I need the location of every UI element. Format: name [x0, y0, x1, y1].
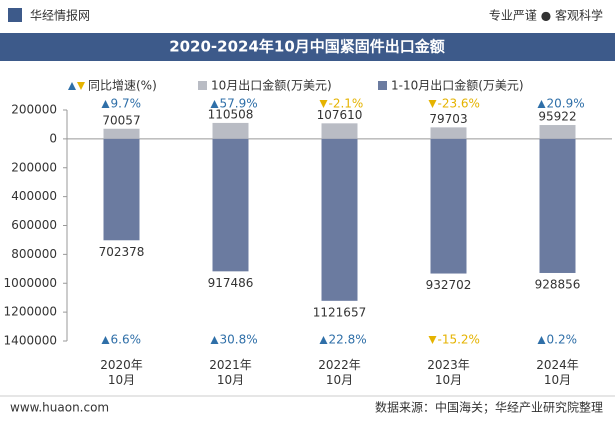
y-tick-label: 200000 — [11, 160, 57, 174]
value-label: 107610 — [317, 108, 363, 122]
y-tick-label: 1000000 — [4, 276, 57, 290]
value-label: 70057 — [102, 113, 140, 127]
growth-label: -15.2% — [438, 333, 480, 347]
bar — [212, 138, 249, 272]
website: www.huaon.com — [10, 401, 109, 415]
legend-down — [77, 82, 85, 90]
value-label: 79703 — [429, 112, 467, 126]
brand: 华经情报网 — [30, 8, 90, 23]
legend-up — [68, 82, 76, 90]
growth-arrow — [210, 336, 219, 344]
growth-arrow — [319, 100, 328, 108]
growth-label: 20.9% — [547, 97, 585, 111]
value-label: 702378 — [99, 245, 145, 259]
growth-label: 30.8% — [220, 333, 258, 347]
growth-label: -23.6% — [438, 97, 480, 111]
value-label: 95922 — [538, 110, 576, 124]
y-tick-label: 600000 — [11, 218, 57, 232]
bar — [321, 138, 358, 301]
growth-arrow — [428, 100, 437, 108]
y-tick-label: 200000 — [11, 103, 57, 117]
growth-label: 22.8% — [329, 333, 367, 347]
title-band — [0, 33, 615, 61]
y-tick-label: 400000 — [11, 189, 57, 203]
y-tick-label: 1200000 — [4, 305, 57, 319]
growth-label: 6.6% — [111, 333, 142, 347]
bar — [430, 138, 467, 274]
value-label: 110508 — [208, 107, 254, 121]
value-label: 1121657 — [313, 305, 366, 319]
x-tick-label: 2023年10月 — [427, 358, 470, 387]
bar — [539, 125, 576, 139]
chart-title: 2020-2024年10月中国紧固件出口金额 — [169, 38, 445, 56]
x-tick-label: 2021年10月 — [209, 358, 252, 387]
bar — [539, 138, 576, 273]
growth-arrow — [537, 336, 546, 344]
bar — [103, 138, 140, 241]
y-tick-label: 800000 — [11, 247, 57, 261]
growth-arrow — [319, 336, 328, 344]
growth-label: -2.1% — [329, 97, 364, 111]
logo — [8, 8, 22, 22]
legend-swatch — [378, 81, 387, 90]
growth-label: 0.2% — [547, 333, 578, 347]
growth-arrow — [101, 100, 110, 108]
growth-arrow — [428, 336, 437, 344]
y-tick-label: 0 — [49, 131, 57, 145]
x-tick-label: 2020年10月 — [100, 358, 143, 387]
growth-arrow — [101, 336, 110, 344]
legend-label: 1-10月出口金额(万美元) — [391, 78, 524, 93]
slogan: 专业严谨 ● 客观科学 — [489, 8, 603, 23]
growth-arrow — [210, 100, 219, 108]
value-label: 928856 — [535, 277, 581, 291]
value-label: 932702 — [426, 278, 472, 292]
legend-swatch — [198, 81, 207, 90]
bar — [103, 128, 140, 139]
growth-label: 9.7% — [111, 97, 142, 111]
bar — [212, 122, 249, 139]
legend-label: 10月出口金额(万美元) — [211, 78, 332, 93]
growth-label: 57.9% — [220, 97, 258, 111]
bar — [321, 123, 358, 139]
growth-arrow — [537, 100, 546, 108]
bar — [430, 127, 467, 139]
x-tick-label: 2022年10月 — [318, 358, 361, 387]
value-label: 917486 — [208, 276, 254, 290]
y-tick-label: 1400000 — [4, 334, 57, 348]
legend-label: 同比增速(%) — [88, 79, 157, 93]
x-tick-label: 2024年10月 — [536, 358, 579, 387]
source: 数据来源：中国海关；华经产业研究院整理 — [375, 400, 603, 415]
